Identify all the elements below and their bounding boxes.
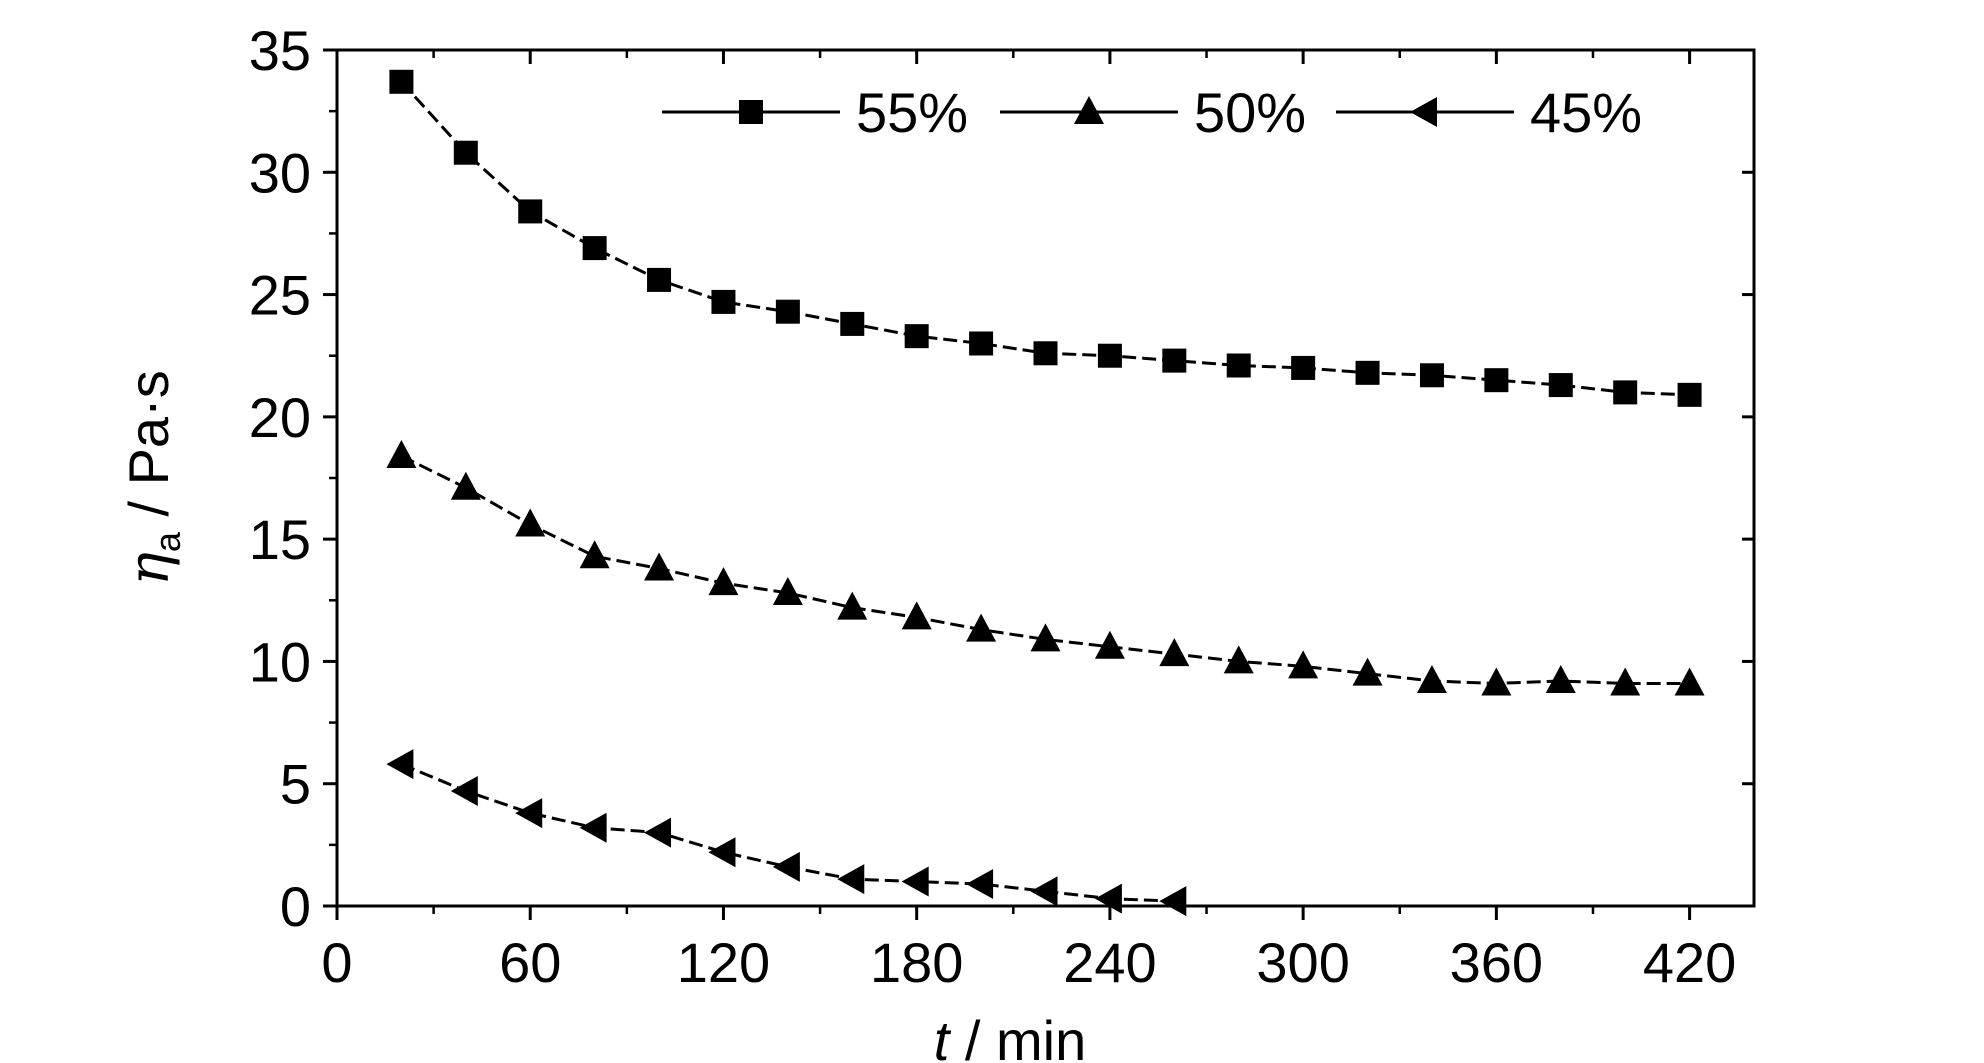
y-axis-title-subscript: a — [147, 531, 188, 552]
data-point — [644, 817, 672, 848]
data-point — [1419, 363, 1444, 388]
data-point — [579, 540, 610, 569]
data-point — [515, 798, 543, 829]
data-point — [1226, 353, 1251, 378]
data-point — [1291, 355, 1316, 380]
data-point — [1030, 623, 1061, 652]
y-tick-label: 0 — [280, 875, 311, 938]
data-point — [1610, 667, 1641, 696]
data-point — [450, 776, 478, 807]
legend-marker — [739, 100, 763, 124]
x-tick-label: 360 — [1450, 931, 1543, 994]
x-tick-label: 240 — [1063, 931, 1156, 994]
y-tick-label: 30 — [249, 141, 311, 204]
y-axis-title: ηa / Pa·s — [117, 370, 188, 585]
series-2 — [386, 439, 1705, 696]
series-line — [400, 762, 1175, 903]
axes: 0 60 120 180 240 300 360 420 0 5 10 15 20 25 30 35 — [249, 19, 1754, 994]
data-point — [518, 199, 543, 224]
data-point — [1159, 638, 1190, 667]
data-point — [386, 749, 414, 780]
y-tick-label: 15 — [249, 508, 311, 571]
legend-marker — [1074, 96, 1104, 124]
data-point — [708, 837, 736, 868]
series-3 — [386, 749, 1187, 917]
series-layer — [386, 69, 1705, 917]
y-tick-label: 10 — [249, 630, 311, 693]
x-tick-label: 0 — [321, 931, 352, 994]
y-tick-label: 35 — [249, 19, 311, 82]
data-point — [644, 552, 675, 581]
legend-item-1: 55% — [662, 81, 968, 144]
data-point — [1613, 380, 1638, 405]
series-line — [400, 454, 1690, 685]
data-point — [1416, 664, 1447, 693]
data-point — [1545, 664, 1576, 693]
x-axis-title-rest: / min — [949, 1009, 1086, 1063]
legend-label: 55% — [856, 81, 968, 144]
data-point — [1033, 341, 1058, 366]
data-point — [966, 868, 994, 899]
data-point — [1484, 368, 1509, 393]
plot-frame — [335, 48, 1756, 908]
data-point — [1094, 630, 1125, 659]
data-point — [775, 299, 800, 324]
data-point — [1097, 343, 1122, 368]
data-point — [708, 567, 739, 596]
legend: 55% 50% 45% — [662, 81, 1642, 144]
data-point — [647, 267, 672, 292]
data-point — [840, 311, 865, 336]
data-point — [969, 331, 994, 356]
data-point — [579, 812, 607, 843]
data-point — [515, 508, 546, 537]
x-tick-label: 180 — [870, 931, 963, 994]
y-axis-title-symbol: η — [117, 552, 182, 586]
data-point — [901, 601, 932, 630]
series-1 — [389, 69, 1702, 407]
data-point — [386, 439, 417, 468]
data-point — [1162, 348, 1187, 373]
y-tick-label: 5 — [280, 753, 311, 816]
data-point — [772, 576, 803, 605]
data-point — [1159, 886, 1187, 917]
data-point — [1674, 667, 1705, 696]
data-point — [1030, 876, 1058, 907]
legend-item-2: 50% — [1000, 81, 1306, 144]
data-point — [837, 864, 865, 895]
x-tick-label: 120 — [677, 931, 770, 994]
data-point — [389, 69, 414, 94]
data-point — [1288, 650, 1319, 679]
legend-label: 45% — [1530, 81, 1642, 144]
data-point — [837, 591, 868, 620]
legend-marker — [1410, 97, 1437, 127]
x-tick-label: 420 — [1643, 931, 1736, 994]
x-tick-label: 60 — [499, 931, 561, 994]
legend-label: 50% — [1194, 81, 1306, 144]
legend-item-3: 45% — [1336, 81, 1642, 144]
data-point — [450, 471, 481, 500]
data-point — [1355, 360, 1380, 385]
data-point — [1677, 382, 1702, 407]
data-point — [453, 140, 478, 165]
data-point — [711, 289, 736, 314]
y-axis-title-rest: / Pa·s — [117, 370, 180, 532]
x-axis-title-italic: t — [934, 1009, 952, 1063]
data-point — [1548, 373, 1573, 398]
data-point — [1352, 657, 1383, 686]
data-point — [1481, 667, 1512, 696]
data-point — [901, 866, 929, 897]
data-point — [772, 851, 800, 882]
data-point — [1094, 883, 1122, 914]
y-tick-label: 25 — [249, 264, 311, 327]
data-point — [904, 324, 929, 349]
data-point — [966, 613, 997, 642]
x-tick-label: 300 — [1256, 931, 1349, 994]
data-point — [582, 236, 607, 261]
data-point — [1223, 645, 1254, 674]
y-tick-label: 20 — [249, 386, 311, 449]
x-axis-title: t / min — [934, 1009, 1086, 1063]
